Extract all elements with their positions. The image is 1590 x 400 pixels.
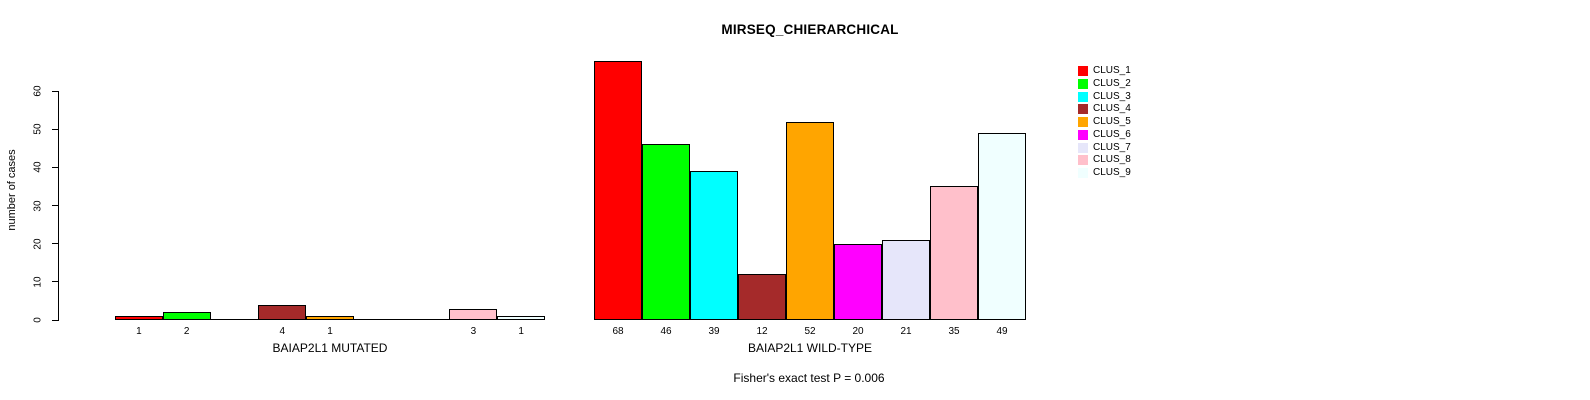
bar-count-label: 49 <box>996 326 1008 337</box>
legend-swatch-icon <box>1078 66 1088 77</box>
legend-label: CLUS_6 <box>1093 128 1131 140</box>
bar-count-label: 1 <box>327 326 333 337</box>
bar-clus_1 <box>115 316 163 320</box>
y-tick-label: 0 <box>32 317 44 323</box>
bar-clus_4 <box>258 304 307 320</box>
legend-swatch-icon <box>1078 117 1088 128</box>
bar-clus_5 <box>786 121 834 320</box>
bar-clus_3 <box>690 171 738 320</box>
y-axis-title: number of cases <box>6 149 18 231</box>
legend-label: CLUS_7 <box>1093 141 1131 153</box>
bar-clus_8 <box>930 186 978 320</box>
legend-swatch-icon <box>1078 79 1088 90</box>
bar-count-label: 52 <box>804 326 816 337</box>
y-tick-mark <box>52 243 58 245</box>
legend-row-clus_3: CLUS_3 <box>1078 90 1131 103</box>
bar-clus_6 <box>834 243 882 320</box>
legend-label: CLUS_8 <box>1093 154 1131 166</box>
bar-clus_6 <box>353 319 402 320</box>
bar-clus_7 <box>882 239 930 320</box>
legend-swatch-icon <box>1078 129 1088 140</box>
bar-count-label: 20 <box>852 326 864 337</box>
legend-row-clus_5: CLUS_5 <box>1078 116 1131 129</box>
x-axis-label-wildtype: BAIAP2L1 WILD-TYPE <box>747 341 873 355</box>
legend-swatch-icon <box>1078 104 1088 115</box>
y-axis-line <box>58 91 59 321</box>
legend-row-clus_4: CLUS_4 <box>1078 103 1131 116</box>
bar-count-label: 39 <box>708 326 720 337</box>
legend-swatch-icon <box>1078 91 1088 102</box>
legend-row-clus_7: CLUS_7 <box>1078 141 1131 154</box>
legend-row-clus_9: CLUS_9 <box>1078 167 1131 180</box>
legend-label: CLUS_3 <box>1093 90 1131 102</box>
bar-count-label: 1 <box>136 326 142 337</box>
bar-count-label: 68 <box>612 326 624 337</box>
bar-count-label: 2 <box>183 326 190 337</box>
y-tick-label: 50 <box>32 123 44 135</box>
bar-clus_4 <box>738 274 786 320</box>
bar-clus_9 <box>497 316 545 320</box>
bar-count-label: 21 <box>900 326 912 337</box>
bar-count-label: 12 <box>756 326 768 337</box>
legend-label: CLUS_9 <box>1093 166 1131 178</box>
bar-clus_8 <box>449 308 498 320</box>
legend-label: CLUS_2 <box>1093 78 1131 90</box>
legend-label: CLUS_4 <box>1093 103 1131 115</box>
bar-count-label: 1 <box>518 326 524 337</box>
legend-row-clus_1: CLUS_1 <box>1078 65 1131 78</box>
legend-swatch-icon <box>1078 155 1088 166</box>
bar-count-label: 4 <box>279 326 285 337</box>
legend-label: CLUS_1 <box>1093 65 1131 77</box>
bar-count-label: 3 <box>470 326 477 337</box>
bar-clus_1 <box>594 60 642 320</box>
bar-group-mutated <box>115 0 545 320</box>
bar-clus_2 <box>162 312 211 320</box>
legend-label: CLUS_5 <box>1093 116 1131 128</box>
y-tick-mark <box>52 128 58 130</box>
legend-row-clus_6: CLUS_6 <box>1078 129 1131 142</box>
chart-title: MIRSEQ_CHIERARCHICAL <box>721 22 899 37</box>
bar-clus_7 <box>401 319 450 320</box>
y-tick-label: 10 <box>32 276 44 288</box>
y-tick-mark <box>52 166 58 168</box>
legend-row-clus_8: CLUS_8 <box>1078 154 1131 167</box>
y-tick-label: 20 <box>32 238 44 250</box>
fisher-test-subtitle: Fisher's exact test P = 0.006 <box>733 371 885 385</box>
legend-row-clus_2: CLUS_2 <box>1078 78 1131 91</box>
x-axis-label-mutated: BAIAP2L1 MUTATED <box>272 341 388 355</box>
bar-group-wildtype <box>594 0 1026 320</box>
y-tick-label: 60 <box>32 85 44 97</box>
legend-swatch-icon <box>1078 167 1088 178</box>
y-tick-label: 40 <box>32 161 44 173</box>
legend-swatch-icon <box>1078 142 1088 153</box>
y-tick-mark <box>52 319 58 321</box>
bar-count-label: 35 <box>948 326 960 337</box>
bar-clus_3 <box>210 319 259 320</box>
y-tick-mark <box>52 281 58 283</box>
bar-clus_5 <box>306 316 354 320</box>
bar-count-label: 46 <box>660 326 672 337</box>
bar-clus_9 <box>978 133 1026 320</box>
y-tick-mark <box>52 90 58 92</box>
y-tick-label: 30 <box>32 199 44 212</box>
y-tick-mark <box>52 205 58 206</box>
bar-clus_2 <box>642 144 690 320</box>
